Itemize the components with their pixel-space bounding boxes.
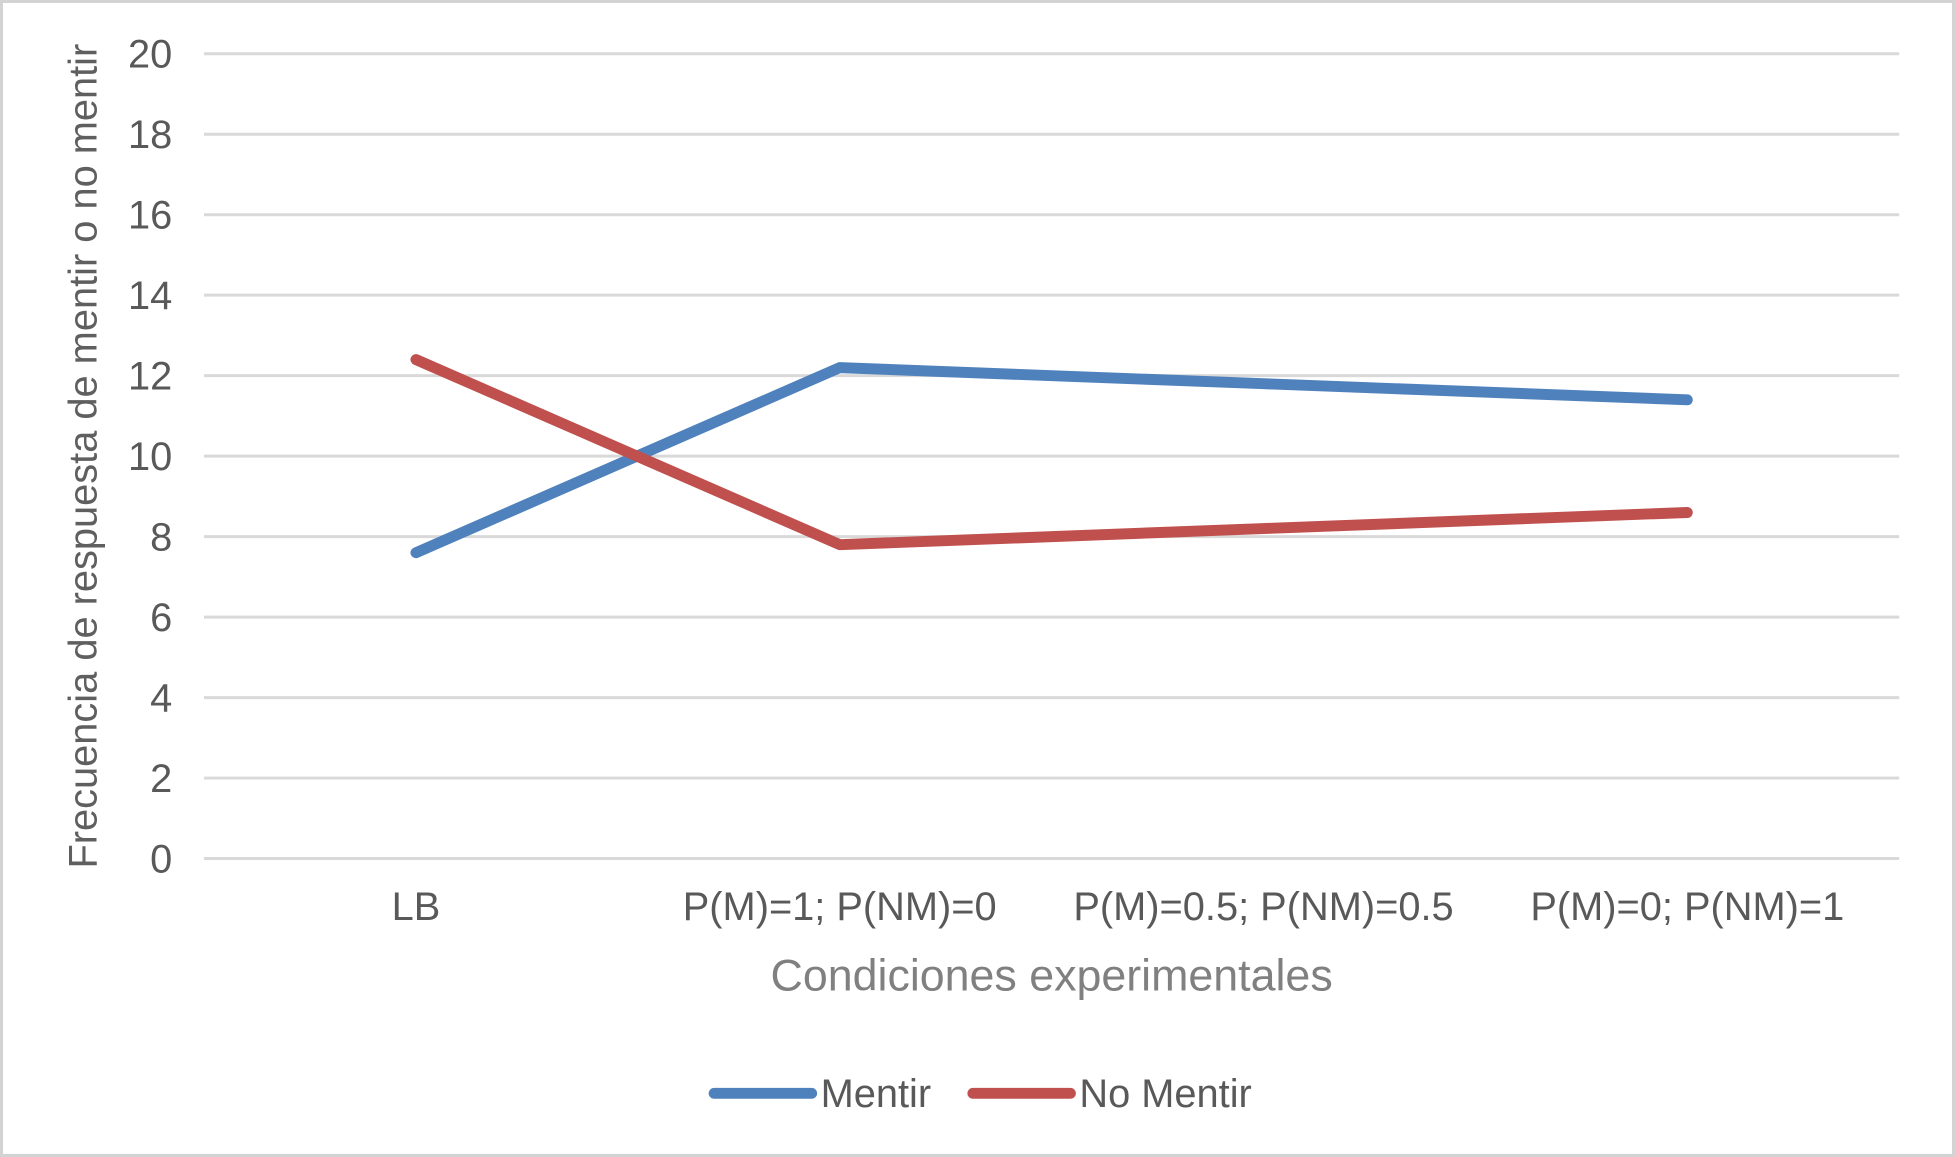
y-tick-label: 16 xyxy=(128,194,172,238)
x-axis-title: Condiciones experimentales xyxy=(771,951,1333,1001)
legend-label: No Mentir xyxy=(1079,1072,1251,1116)
x-axis-category-labels: LB P(M)=1; P(NM)=0 P(M)=0.5; P(NM)=0.5 P(M)… xyxy=(392,885,1845,929)
x-tick-label: P(M)=1; P(NM)=0 xyxy=(683,885,997,929)
y-tick-label: 20 xyxy=(128,33,172,77)
y-axis-title: Frecuencia de respuesta de mentir o no m… xyxy=(62,44,106,869)
legend-label: Mentir xyxy=(821,1072,932,1116)
line-chart: 0 2 4 6 8 10 12 14 16 18 20 LB P(M)=1; P(NM)=0 P(M)=0… xyxy=(62,33,1900,1116)
y-tick-label: 8 xyxy=(150,516,172,560)
y-tick-label: 4 xyxy=(150,677,172,721)
legend: Mentir No Mentir xyxy=(708,1072,1252,1116)
series-line-mentir xyxy=(410,362,1693,559)
y-axis-tick-labels: 0 2 4 6 8 10 12 14 16 18 20 xyxy=(128,33,172,882)
x-tick-label: LB xyxy=(392,885,441,929)
x-tick-label: P(M)=0; P(NM)=1 xyxy=(1530,885,1844,929)
y-tick-label: 10 xyxy=(128,435,172,479)
y-tick-label: 2 xyxy=(150,757,172,801)
gridlines xyxy=(204,52,1900,861)
y-tick-label: 14 xyxy=(128,274,172,318)
y-tick-label: 0 xyxy=(150,837,172,881)
x-tick-label: P(M)=0.5; P(NM)=0.5 xyxy=(1073,885,1453,929)
y-tick-label: 12 xyxy=(128,355,172,399)
series-line-no-mentir xyxy=(410,354,1693,551)
y-tick-label: 18 xyxy=(128,113,172,157)
y-tick-label: 6 xyxy=(150,596,172,640)
series-lines xyxy=(410,354,1693,559)
